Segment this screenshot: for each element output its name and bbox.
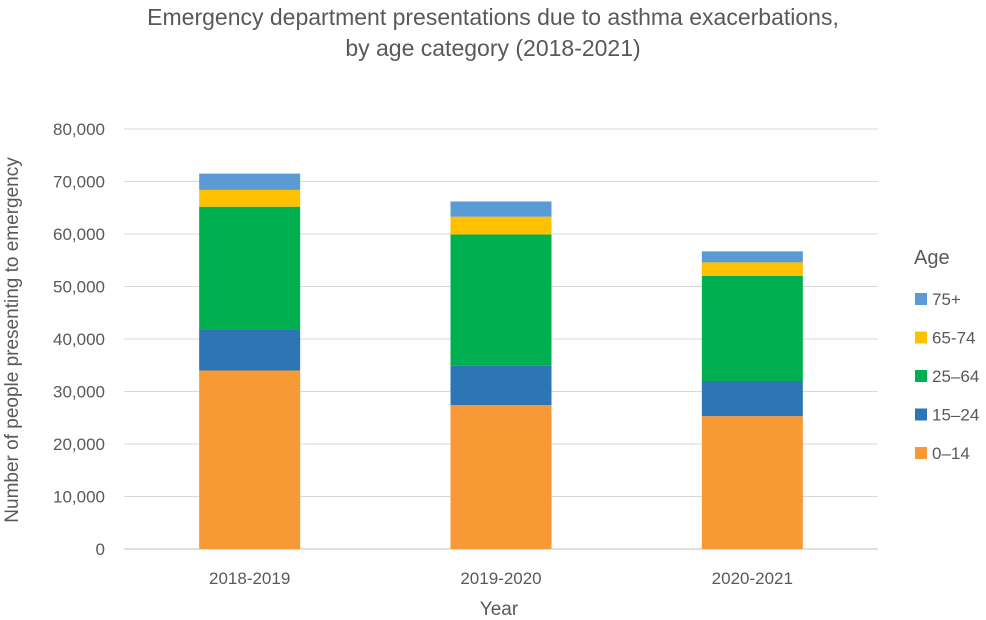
y-tick-label: 40,000 <box>53 330 105 349</box>
legend-title: Age <box>914 247 950 269</box>
bar-segment <box>450 234 552 366</box>
bar-segment <box>701 251 803 263</box>
y-tick-label: 70,000 <box>53 173 105 192</box>
x-axis-label: Year <box>480 599 519 620</box>
y-axis-ticks: 0 10,000 20,000 30,000 40,000 50,000 60,000 70,… <box>53 120 105 559</box>
y-tick-label: 80,000 <box>53 120 105 139</box>
bar-segment <box>701 276 803 381</box>
bar-segment <box>701 381 803 417</box>
legend-item-label: 25–64 <box>932 367 979 386</box>
bar-segment <box>199 189 301 207</box>
legend-swatch <box>915 370 927 382</box>
y-axis-label: Number of people presenting to emergency <box>2 157 23 523</box>
bar-segment <box>450 405 552 549</box>
chart-title-line-1: Emergency department presentations due t… <box>147 4 839 30</box>
y-tick-label: 60,000 <box>53 225 105 244</box>
x-tick-label: 2020-2021 <box>712 569 793 588</box>
y-tick-label: 30,000 <box>53 383 105 402</box>
bar-segment <box>701 416 803 549</box>
legend-item-label: 15–24 <box>932 406 979 425</box>
bar-segment <box>199 329 301 371</box>
x-tick-label: 2018-2019 <box>209 569 290 588</box>
y-tick-label: 10,000 <box>53 488 105 507</box>
bar-segment <box>450 201 552 217</box>
legend-swatch <box>915 408 927 421</box>
bar-segment <box>199 206 301 330</box>
legend: Age 75+ 65-74 25–64 15–24 0–14 <box>914 247 979 463</box>
y-tick-label: 20,000 <box>53 435 105 454</box>
legend-item-label: 65-74 <box>932 329 975 348</box>
bars <box>199 173 803 549</box>
legend-item-label: 0–14 <box>932 444 970 463</box>
bar-segment <box>450 365 552 406</box>
x-axis-ticks: 2018-2019 2019-2020 2020-2021 <box>209 569 793 588</box>
chart-title-line-2: by age category (2018-2021) <box>345 35 641 61</box>
legend-swatch <box>915 447 927 459</box>
legend-swatch <box>915 293 927 305</box>
legend-swatch <box>915 331 927 344</box>
bar-segment <box>199 370 301 549</box>
bar-segment <box>701 262 803 276</box>
legend-item-label: 75+ <box>932 290 961 309</box>
x-tick-label: 2019-2020 <box>460 569 541 588</box>
chart-title: Emergency department presentations due t… <box>0 2 986 64</box>
bar-segment <box>199 173 301 190</box>
y-tick-label: 0 <box>96 540 105 559</box>
y-tick-label: 50,000 <box>53 278 105 297</box>
bar-segment <box>450 216 552 235</box>
